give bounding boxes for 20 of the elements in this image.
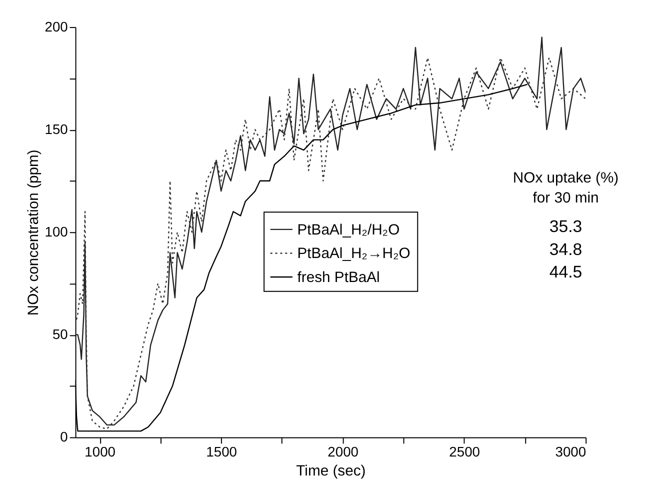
x-axis-title: Time (sec) — [296, 463, 366, 480]
annotation: 34.8 — [549, 240, 582, 259]
y-tick-label: 100 — [44, 224, 68, 240]
legend-label: PtBaAl_H₂/H₂O — [297, 222, 400, 238]
x-tick-label: 2000 — [328, 444, 359, 460]
x-tick-label: 3000 — [555, 444, 586, 460]
x-tick-label: 2500 — [449, 444, 480, 460]
y-tick-label: 200 — [44, 18, 68, 34]
legend-label: PtBaAl_H₂→H₂O — [297, 246, 410, 262]
legend-label: fresh PtBaAl — [297, 270, 380, 286]
annotation: 44.5 — [549, 262, 582, 282]
y-tick-label: 50 — [52, 326, 68, 342]
annotation: NOx uptake (%) — [512, 170, 619, 187]
y-axis-title: NOx concentration (ppm) — [26, 150, 42, 316]
annotation: for 30 min — [532, 190, 599, 206]
x-tick-label: 1500 — [206, 444, 238, 460]
y-tick-label: 150 — [44, 121, 68, 138]
y-tick-label: 0 — [60, 428, 68, 445]
annotation: 35.3 — [549, 217, 582, 236]
x-tick-label: 1000 — [84, 444, 116, 460]
